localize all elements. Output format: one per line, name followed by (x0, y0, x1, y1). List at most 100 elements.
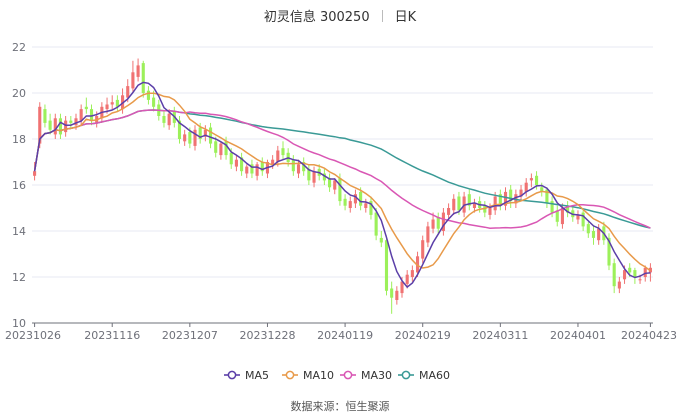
moving-average-lines (33, 81, 651, 289)
legend-item-ma5[interactable]: MA5 (224, 369, 269, 382)
legend-item-ma30[interactable]: MA30 (340, 369, 392, 382)
candle-body (131, 72, 135, 89)
y-tick-label: 16 (12, 179, 26, 192)
candle-body (152, 97, 156, 107)
ma30-line (33, 109, 651, 229)
candle-body (348, 201, 352, 208)
candle-body (250, 164, 254, 174)
candle-body (198, 127, 202, 139)
candle-body (126, 86, 130, 98)
candle-body (586, 224, 590, 234)
legend-swatch-marker (285, 370, 295, 380)
candle-body (167, 113, 171, 126)
legend-item-ma10[interactable]: MA10 (282, 369, 334, 382)
title-separator (381, 10, 383, 22)
grid-lines (32, 46, 653, 324)
candle-body (555, 210, 559, 222)
candle-body (281, 148, 285, 156)
legend-swatch-marker (343, 370, 353, 380)
candle-body (519, 189, 523, 197)
candle-body (343, 198, 347, 206)
candle-body (493, 196, 497, 211)
x-axis: 20231026 20231116 20231207 20231228 20240119… (5, 322, 677, 342)
candle-body (276, 150, 280, 162)
chart-header: 初灵信息 300250 日K (0, 6, 680, 25)
candle-body (193, 129, 197, 146)
candle-body (607, 237, 611, 266)
legend-swatch-marker (401, 370, 411, 380)
candle-body (421, 240, 425, 259)
candle-body (643, 267, 647, 277)
candle-body (467, 194, 471, 206)
candle-body (415, 256, 420, 273)
candle-body (622, 270, 627, 280)
legend-item-ma60[interactable]: MA60 (398, 369, 450, 382)
candle-body (472, 203, 477, 208)
ma5-line (33, 81, 651, 289)
chart-period[interactable]: 日K (394, 10, 417, 25)
x-tick-label: 20240219 (395, 329, 451, 342)
candle-body (115, 99, 119, 107)
x-tick-label: 20231116 (84, 329, 140, 342)
candle-body (296, 164, 301, 174)
candle-body (436, 217, 440, 229)
candle-body (74, 118, 78, 126)
legend-label: MA30 (361, 369, 392, 382)
x-tick-label: 20231026 (5, 329, 61, 342)
y-tick-label: 20 (12, 87, 26, 100)
candle-body (219, 143, 223, 156)
data-source: 数据来源：恒生聚源 (0, 398, 680, 414)
candle-body (177, 120, 182, 139)
candle-body (545, 189, 549, 204)
x-tick-label: 20240423 (621, 329, 677, 342)
legend-swatch-marker (227, 370, 237, 380)
candle-body (333, 180, 337, 190)
candle-body (535, 175, 539, 185)
candle-body (457, 196, 461, 211)
candle-body (307, 168, 311, 181)
candle-body (110, 102, 114, 105)
candle-body (452, 198, 456, 211)
candle-body (633, 270, 637, 277)
candle-body (441, 212, 445, 231)
legend: MA5 MA10 MA30 MA60 (224, 369, 450, 382)
y-tick-label: 22 (12, 41, 26, 54)
x-tick-label: 20231207 (162, 329, 218, 342)
candle-body (58, 118, 63, 135)
x-tick-label: 20240401 (550, 329, 606, 342)
legend-label: MA60 (419, 369, 450, 382)
candle-body (353, 194, 357, 204)
candle-body (255, 164, 259, 176)
candle-body (390, 288, 394, 298)
candle-body (229, 152, 233, 165)
candle-body (498, 194, 502, 204)
candle-body (136, 65, 140, 77)
candle-body (400, 281, 404, 294)
candle-body (405, 274, 409, 284)
chart-title: 初灵信息 300250 (263, 10, 370, 25)
candle-body (576, 214, 580, 220)
candle-body (447, 208, 451, 215)
candle-body (581, 212, 585, 227)
candle-body (162, 116, 166, 123)
candle-body (379, 237, 383, 243)
candle-body (426, 226, 430, 243)
candle-body (328, 178, 332, 188)
candle-body (33, 171, 37, 176)
candle-body (503, 191, 508, 206)
candles (33, 58, 652, 314)
candle-body (612, 263, 616, 287)
candle-body (359, 191, 363, 206)
candle-body (89, 109, 94, 121)
x-tick-label: 20231228 (239, 329, 295, 342)
ma10-line (33, 92, 651, 272)
legend-label: MA10 (303, 369, 334, 382)
candle-body (395, 290, 399, 300)
candle-body (141, 63, 145, 93)
candle-body (540, 187, 544, 192)
y-tick-label: 10 (12, 317, 26, 330)
candle-body (431, 219, 435, 229)
candle-body (188, 132, 192, 144)
